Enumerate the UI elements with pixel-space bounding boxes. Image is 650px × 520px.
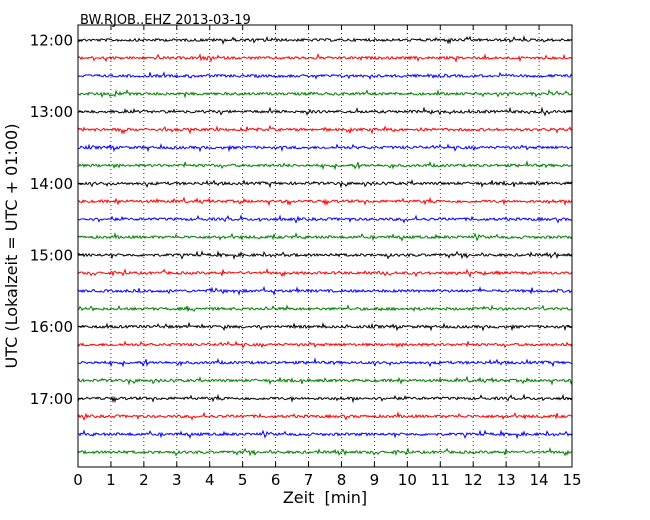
x-tick-label: 6 <box>271 471 281 489</box>
x-tick-label: 15 <box>562 471 581 489</box>
y-axis-title: UTC (Lokalzeit = UTC + 01:00) <box>2 124 21 369</box>
y-tick-label: 16:00 <box>30 318 73 336</box>
x-tick-label: 12 <box>464 471 483 489</box>
x-axis-ticks: 0 1 2 3 4 5 6 7 8 9 10 11 12 13 14 15 <box>73 25 582 489</box>
x-tick-label: 1 <box>106 471 116 489</box>
x-tick-label: 0 <box>73 471 83 489</box>
y-axis-ticks: 12:00 13:00 14:00 15:00 16:00 17:00 <box>30 32 572 408</box>
trace-1300 <box>77 106 573 117</box>
y-tick-label: 13:00 <box>30 103 73 121</box>
trace-1215 <box>77 53 573 64</box>
trace-1230 <box>77 71 573 81</box>
grid-lines <box>110 25 540 467</box>
x-tick-label: 14 <box>530 471 549 489</box>
x-tick-label: 7 <box>304 471 314 489</box>
trace-1730 <box>77 429 573 440</box>
trace-1600 <box>77 321 573 332</box>
trace-1445 <box>77 231 573 242</box>
trace-1200 <box>77 34 573 46</box>
y-tick-label: 17:00 <box>30 390 73 408</box>
trace-1400 <box>77 179 573 189</box>
chart-title: BW.RJOB..EHZ 2013-03-19 <box>80 13 251 28</box>
y-tick-label: 14:00 <box>30 175 73 193</box>
x-tick-label: 10 <box>398 471 417 489</box>
x-tick-label: 3 <box>172 471 182 489</box>
trace-1515 <box>77 267 573 278</box>
trace-1745 <box>77 447 573 457</box>
trace-1715 <box>77 411 573 421</box>
x-tick-label: 13 <box>497 471 516 489</box>
x-tick-label: 8 <box>337 471 347 489</box>
plot-area-frame <box>77 24 573 468</box>
trace-1545 <box>77 304 573 312</box>
trace-1615 <box>77 340 573 349</box>
trace-1645 <box>77 375 573 386</box>
y-tick-label: 15:00 <box>30 247 73 265</box>
trace-1530 <box>77 285 573 297</box>
trace-1330 <box>77 143 573 153</box>
trace-1415 <box>77 196 573 207</box>
trace-1700 <box>77 393 573 404</box>
y-tick-label: 12:00 <box>30 32 73 50</box>
x-axis-title: Zeit [min] <box>283 488 367 507</box>
trace-1630 <box>77 357 573 368</box>
x-tick-label: 5 <box>238 471 248 489</box>
x-tick-label: 2 <box>139 471 149 489</box>
x-tick-label: 11 <box>431 471 450 489</box>
x-tick-label: 4 <box>205 471 215 489</box>
seismogram-traces <box>77 34 573 457</box>
trace-1245 <box>77 88 573 99</box>
trace-1315 <box>77 124 573 135</box>
trace-1430 <box>77 214 573 224</box>
trace-1500 <box>77 250 573 261</box>
trace-1345 <box>77 160 573 171</box>
x-tick-label: 9 <box>370 471 380 489</box>
